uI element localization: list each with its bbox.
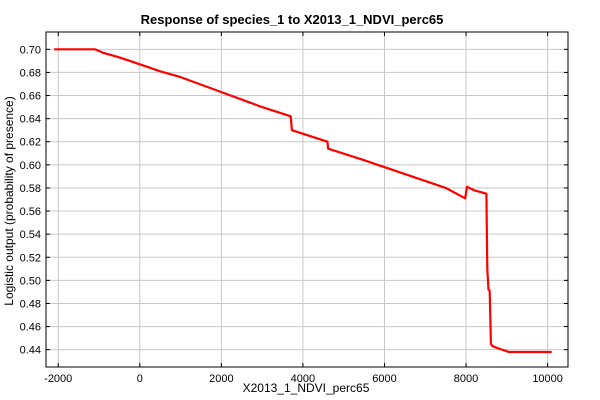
y-tick-label: 0.58 [20, 183, 41, 195]
y-tick-label: 0.44 [20, 345, 41, 357]
y-tick-label: 0.48 [20, 298, 41, 310]
x-tick-label: 10000 [532, 373, 563, 385]
y-axis-label: Logistic output (probability of presence… [2, 96, 16, 305]
y-tick-label: 0.66 [20, 91, 41, 103]
y-tick-label: 0.60 [20, 160, 41, 172]
y-tick-label: 0.62 [20, 137, 41, 149]
x-tick-label: 0 [137, 373, 143, 385]
y-tick-label: 0.64 [20, 114, 41, 126]
x-tick-label: -2000 [44, 373, 72, 385]
chart-title: Response of species_1 to X2013_1_NDVI_pe… [141, 12, 444, 27]
y-tick-label: 0.46 [20, 322, 41, 334]
grid [46, 32, 568, 367]
x-tick-label: 8000 [454, 373, 478, 385]
y-tick-label: 0.68 [20, 67, 41, 79]
x-tick-label: 2000 [209, 373, 233, 385]
y-tick-label: 0.52 [20, 252, 41, 264]
axis-ticks: -2000 0 2000 4000 6000 8000 10000 0.44 0.46 0.48 0… [20, 32, 568, 385]
y-tick-label: 0.56 [20, 206, 41, 218]
x-axis-label: X2013_1_NDVI_perc65 [243, 381, 370, 395]
y-tick-label: 0.54 [20, 229, 41, 241]
y-tick-label: 0.70 [20, 44, 41, 56]
plot-frame [45, 31, 569, 368]
x-tick-label: 4000 [291, 373, 315, 385]
y-tick-label: 0.50 [20, 275, 41, 287]
series-line [54, 48, 552, 354]
series-layer [54, 48, 552, 354]
x-tick-label: 6000 [372, 373, 396, 385]
